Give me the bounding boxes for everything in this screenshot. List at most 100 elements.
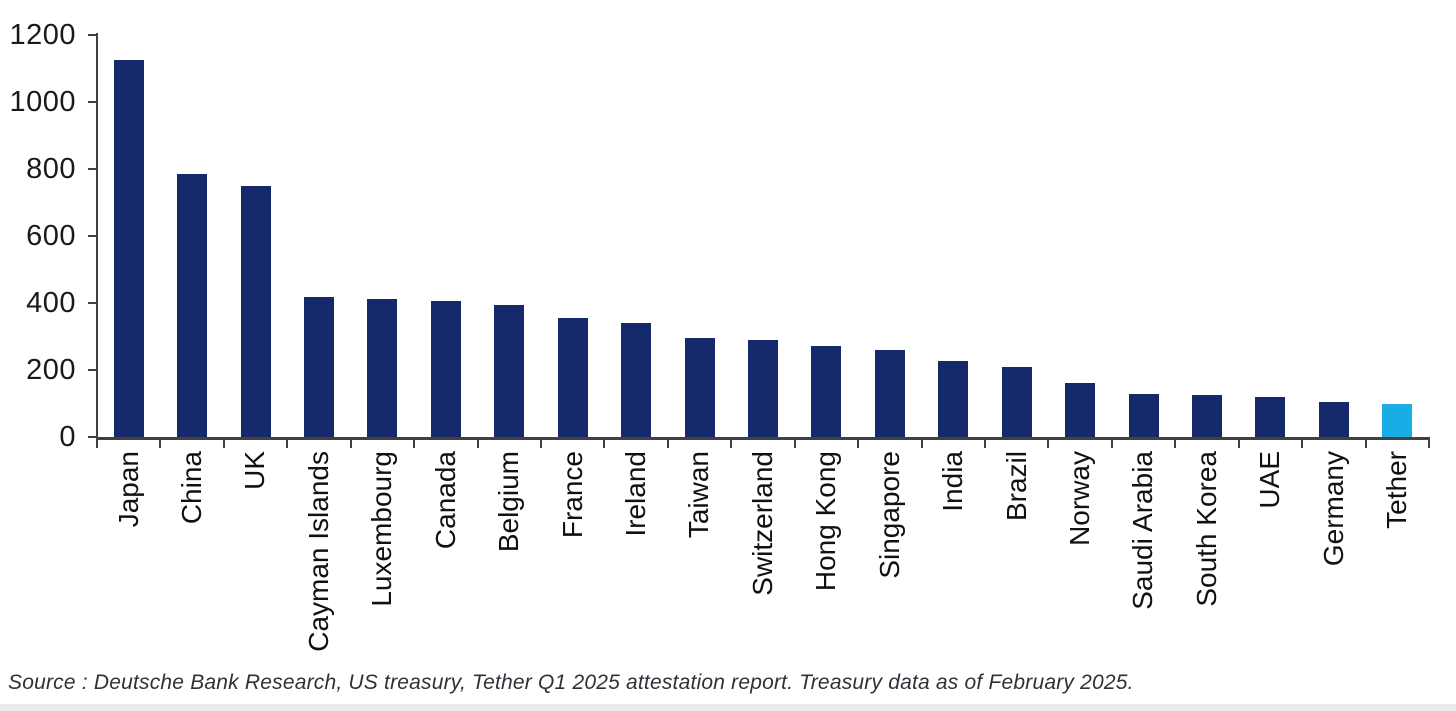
x-axis-label-wrap: Canada xyxy=(424,451,468,549)
x-axis-label-wrap: Taiwan xyxy=(678,451,722,538)
x-axis-label-wrap: UK xyxy=(234,451,278,490)
y-axis-tick-label: 600 xyxy=(26,220,76,252)
x-axis-tick xyxy=(603,439,606,448)
x-axis-category-label: France xyxy=(556,451,588,539)
x-axis-tick xyxy=(476,439,479,448)
bar-norway xyxy=(1065,383,1096,437)
x-axis-tick xyxy=(1047,439,1050,448)
x-axis-tick xyxy=(1174,439,1177,448)
bar-france xyxy=(557,318,588,437)
x-axis-label-wrap: China xyxy=(170,451,214,524)
bar-saudi-arabia xyxy=(1128,394,1159,437)
y-axis-tick xyxy=(88,168,97,170)
x-axis-category-label: Norway xyxy=(1064,451,1096,546)
x-axis-label-wrap: Singapore xyxy=(868,451,912,579)
x-axis-category-label: Taiwan xyxy=(683,451,715,539)
x-axis-tick xyxy=(666,439,669,448)
x-axis-tick xyxy=(222,439,225,448)
bar-tether xyxy=(1382,404,1413,437)
y-axis-tick-label: 200 xyxy=(26,354,76,386)
y-axis-tick xyxy=(88,436,97,438)
x-axis-label-wrap: Japan xyxy=(107,451,151,527)
x-axis-label-wrap: Germany xyxy=(1312,451,1356,566)
y-axis-tick xyxy=(88,101,97,103)
bar-japan xyxy=(113,60,144,437)
x-axis-tick xyxy=(730,439,733,448)
x-axis-label-wrap: France xyxy=(551,451,595,538)
x-axis-category-label: Tether xyxy=(1381,451,1413,529)
y-axis-tick xyxy=(88,369,97,371)
x-axis-tick xyxy=(286,439,289,448)
source-note: Source : Deutsche Bank Research, US trea… xyxy=(8,671,1134,694)
x-axis-category-label: Canada xyxy=(429,451,461,550)
x-axis-label-wrap: Norway xyxy=(1058,451,1102,546)
x-axis-tick xyxy=(1428,439,1430,448)
y-axis-line xyxy=(96,33,98,439)
x-axis-tick xyxy=(793,439,796,448)
bar-ireland xyxy=(621,323,652,437)
x-axis-tick xyxy=(159,439,162,448)
x-axis-category-label: India xyxy=(937,451,969,512)
x-axis-tick xyxy=(349,439,352,448)
bar-singapore xyxy=(874,350,905,437)
x-axis-category-label: UAE xyxy=(1254,451,1286,509)
x-axis-label-wrap: Switzerland xyxy=(741,451,785,596)
x-axis-label-wrap: Tether xyxy=(1375,451,1419,529)
bar-south-korea xyxy=(1192,395,1222,437)
bar-hong-kong xyxy=(811,346,842,437)
x-axis-tick xyxy=(96,439,98,448)
x-axis-tick xyxy=(1364,439,1367,448)
x-axis-tick xyxy=(540,439,542,448)
y-axis-tick xyxy=(88,235,97,237)
x-axis-label-wrap: South Korea xyxy=(1185,451,1229,607)
x-axis-label-wrap: Luxembourg xyxy=(360,451,404,607)
x-axis-category-label: Saudi Arabia xyxy=(1127,451,1159,610)
x-axis-label-wrap: Belgium xyxy=(487,451,531,552)
x-axis-tick xyxy=(1237,439,1240,448)
y-axis-tick-label: 0 xyxy=(59,421,76,453)
bottom-strip xyxy=(0,704,1456,711)
y-axis-tick-label: 400 xyxy=(26,287,76,319)
bar-belgium xyxy=(494,305,525,437)
x-axis-category-label: South Korea xyxy=(1190,451,1222,607)
x-axis-label-wrap: Hong Kong xyxy=(804,451,848,591)
y-axis-tick xyxy=(88,34,97,36)
x-axis-label-wrap: Cayman Islands xyxy=(297,451,341,652)
x-axis-category-label: Singapore xyxy=(873,451,905,579)
bar-brazil xyxy=(1001,367,1032,437)
bar-china xyxy=(177,174,208,437)
bar-germany xyxy=(1318,402,1349,437)
x-axis-category-label: Japan xyxy=(112,451,144,528)
x-axis-tick xyxy=(920,439,923,448)
x-axis-line xyxy=(96,437,1430,440)
bar-luxembourg xyxy=(367,299,398,437)
bar-uae xyxy=(1255,397,1286,437)
x-axis-tick xyxy=(1301,439,1304,448)
x-axis-tick xyxy=(984,439,986,448)
x-axis-category-label: Belgium xyxy=(493,451,525,553)
x-axis-label-wrap: India xyxy=(931,451,975,512)
x-axis-category-label: Hong Kong xyxy=(810,451,842,592)
bar-canada xyxy=(430,301,461,437)
y-axis-tick-label: 1000 xyxy=(9,86,76,118)
bar-uk xyxy=(240,186,271,437)
x-axis-label-wrap: Ireland xyxy=(614,451,658,537)
x-axis-category-label: Ireland xyxy=(620,451,652,537)
x-axis-category-label: UK xyxy=(239,451,271,490)
x-axis-tick xyxy=(413,439,416,448)
y-axis-tick-label: 1200 xyxy=(9,19,76,51)
x-axis-label-wrap: Brazil xyxy=(995,451,1039,521)
x-axis-label-wrap: Saudi Arabia xyxy=(1122,451,1166,610)
x-axis-category-label: Germany xyxy=(1317,451,1349,567)
x-axis-category-label: Switzerland xyxy=(746,451,778,596)
x-axis-category-label: Luxembourg xyxy=(366,451,398,607)
bar-cayman-islands xyxy=(304,297,334,437)
x-axis-category-label: China xyxy=(176,451,208,525)
bar-switzerland xyxy=(748,340,778,437)
bar-taiwan xyxy=(684,338,715,437)
x-axis-category-label: Brazil xyxy=(1000,451,1032,522)
y-axis-tick-label: 800 xyxy=(26,153,76,185)
y-axis-tick xyxy=(88,302,97,304)
x-axis-tick xyxy=(1110,439,1113,448)
